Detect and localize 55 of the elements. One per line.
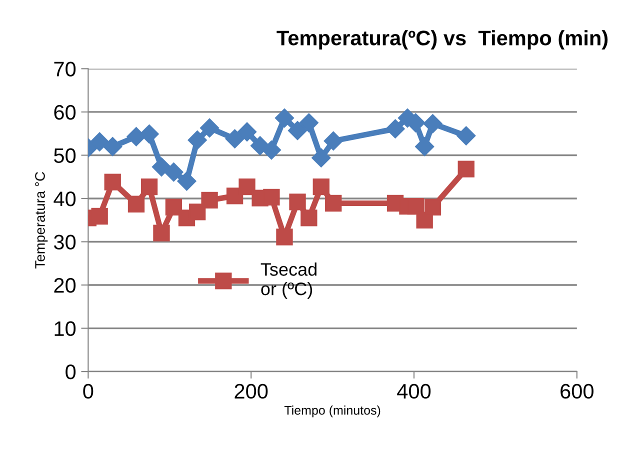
point [128, 196, 145, 212]
point [276, 228, 293, 246]
y-tick-label: 40 [54, 191, 76, 206]
point [415, 137, 434, 156]
point [289, 194, 306, 210]
point [424, 198, 442, 216]
point [91, 208, 108, 225]
point [238, 178, 256, 196]
point [262, 140, 281, 160]
point [140, 124, 159, 144]
y-tick-label: 70 [54, 62, 76, 76]
point [458, 160, 474, 178]
y-tick-label: 20 [54, 278, 76, 293]
point [152, 157, 172, 176]
point [299, 113, 318, 132]
point [126, 127, 146, 146]
point [225, 129, 244, 148]
point [386, 119, 405, 138]
point [201, 192, 218, 209]
point [140, 178, 158, 196]
x-tick-label: 400 [397, 384, 431, 399]
point [263, 188, 280, 206]
y-axis-title: Temperatura °C [35, 172, 48, 269]
point [325, 194, 342, 212]
x-tick-label: 0 [83, 384, 94, 399]
y-tick-label: 10 [54, 321, 76, 336]
point [312, 178, 330, 196]
point [237, 122, 257, 142]
point [423, 114, 442, 134]
y-tick-label: 30 [54, 234, 76, 250]
x-axis-title: Tiempo (minutos) [284, 406, 380, 418]
point [324, 131, 343, 150]
point [153, 224, 170, 242]
legend-label: Tsecad or (ºC) [260, 262, 316, 299]
point [103, 137, 122, 156]
point [165, 198, 182, 216]
y-tick-label: 60 [54, 104, 76, 120]
point [104, 174, 121, 190]
point [456, 126, 476, 146]
point [312, 148, 331, 168]
point [274, 108, 294, 128]
point [288, 121, 308, 140]
x-tick-label: 600 [560, 384, 594, 399]
point [177, 172, 196, 191]
point [200, 118, 220, 138]
point [300, 210, 318, 226]
chart-title: Temperatura(ºC) vs Tiempo (min) [276, 30, 608, 50]
point [90, 132, 110, 152]
point [407, 198, 424, 215]
point [188, 130, 207, 150]
y-tick-label: 0 [66, 364, 76, 380]
point [164, 162, 184, 182]
x-tick-label: 200 [234, 384, 268, 399]
y-tick-label: 50 [54, 148, 76, 163]
point [188, 204, 206, 220]
